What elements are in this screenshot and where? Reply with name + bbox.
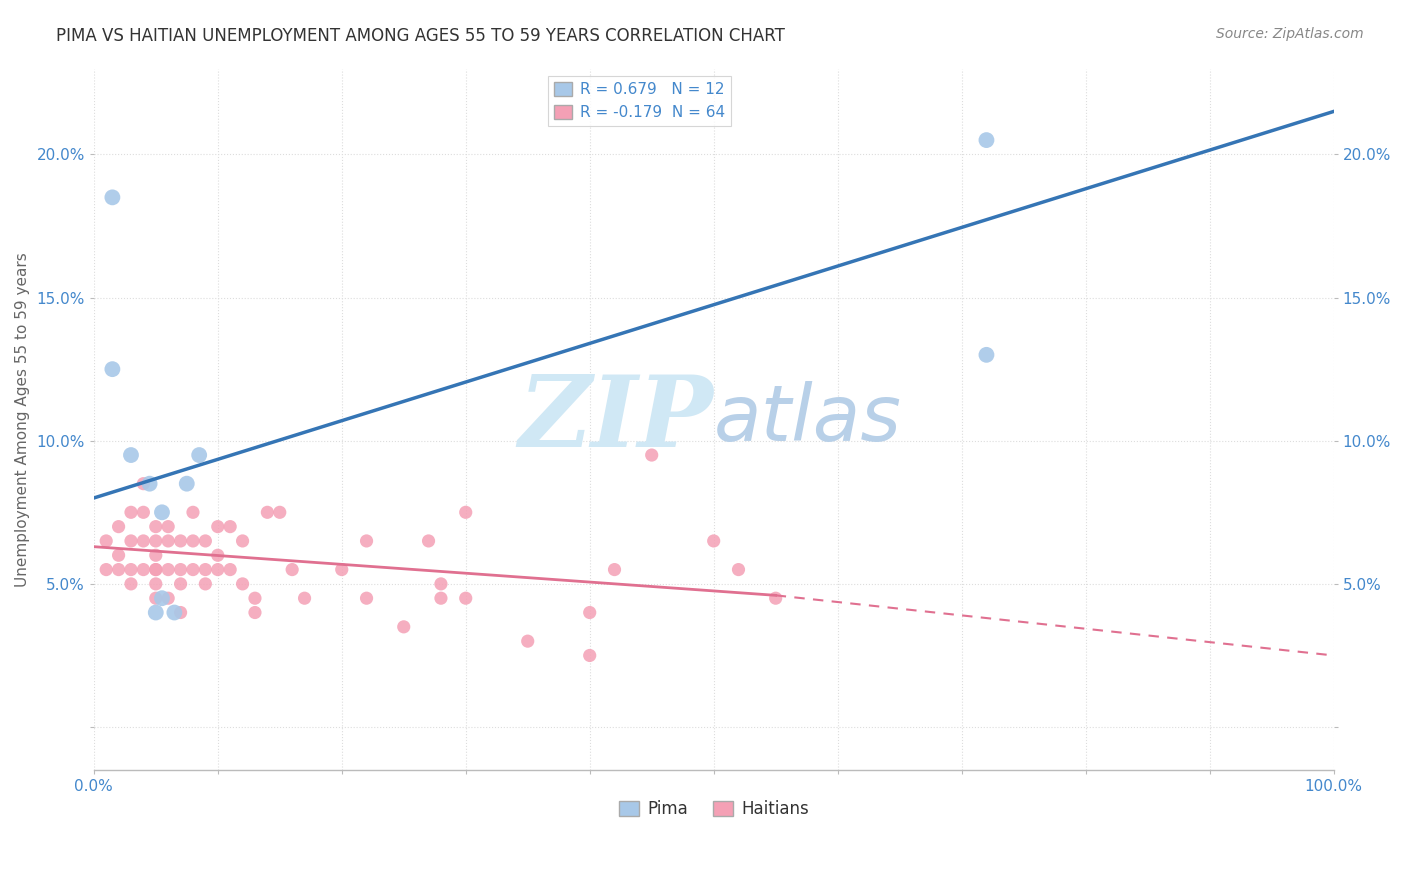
Point bbox=[169, 533, 191, 548]
Point bbox=[243, 591, 266, 606]
Point bbox=[219, 563, 242, 577]
Point bbox=[418, 533, 440, 548]
Point bbox=[169, 563, 191, 577]
Point bbox=[976, 348, 998, 362]
Point bbox=[430, 591, 453, 606]
Point bbox=[765, 591, 787, 606]
Point bbox=[207, 519, 229, 533]
Legend: Pima, Haitians: Pima, Haitians bbox=[612, 794, 815, 825]
Point bbox=[269, 505, 291, 519]
Point bbox=[976, 133, 998, 147]
Point bbox=[430, 577, 453, 591]
Point bbox=[727, 563, 749, 577]
Point bbox=[207, 563, 229, 577]
Point bbox=[96, 563, 118, 577]
Point bbox=[188, 448, 211, 462]
Point bbox=[578, 648, 600, 663]
Point bbox=[132, 476, 155, 491]
Point bbox=[392, 620, 415, 634]
Point bbox=[232, 533, 254, 548]
Point bbox=[330, 563, 353, 577]
Point bbox=[194, 563, 217, 577]
Point bbox=[181, 563, 204, 577]
Text: atlas: atlas bbox=[714, 381, 901, 458]
Point bbox=[181, 533, 204, 548]
Point bbox=[194, 533, 217, 548]
Point bbox=[157, 533, 180, 548]
Point bbox=[454, 591, 477, 606]
Point bbox=[219, 519, 242, 533]
Point bbox=[120, 577, 142, 591]
Point bbox=[132, 533, 155, 548]
Point bbox=[169, 606, 191, 620]
Point bbox=[163, 606, 186, 620]
Point bbox=[157, 563, 180, 577]
Point bbox=[107, 563, 129, 577]
Point bbox=[101, 362, 124, 376]
Point bbox=[256, 505, 278, 519]
Point bbox=[120, 448, 142, 462]
Point bbox=[132, 505, 155, 519]
Point bbox=[145, 548, 167, 562]
Point bbox=[145, 591, 167, 606]
Point bbox=[145, 577, 167, 591]
Y-axis label: Unemployment Among Ages 55 to 59 years: Unemployment Among Ages 55 to 59 years bbox=[15, 252, 30, 587]
Point bbox=[145, 563, 167, 577]
Point bbox=[454, 505, 477, 519]
Text: ZIP: ZIP bbox=[519, 371, 714, 467]
Point bbox=[516, 634, 538, 648]
Point bbox=[578, 606, 600, 620]
Point bbox=[145, 563, 167, 577]
Point bbox=[145, 519, 167, 533]
Point bbox=[150, 591, 173, 606]
Text: Source: ZipAtlas.com: Source: ZipAtlas.com bbox=[1216, 27, 1364, 41]
Point bbox=[181, 505, 204, 519]
Point bbox=[194, 577, 217, 591]
Point bbox=[132, 563, 155, 577]
Point bbox=[96, 533, 118, 548]
Point bbox=[207, 548, 229, 562]
Point bbox=[243, 606, 266, 620]
Point bbox=[641, 448, 664, 462]
Point bbox=[145, 533, 167, 548]
Point bbox=[157, 591, 180, 606]
Point bbox=[169, 577, 191, 591]
Point bbox=[294, 591, 316, 606]
Point bbox=[107, 548, 129, 562]
Point bbox=[107, 519, 129, 533]
Text: PIMA VS HAITIAN UNEMPLOYMENT AMONG AGES 55 TO 59 YEARS CORRELATION CHART: PIMA VS HAITIAN UNEMPLOYMENT AMONG AGES … bbox=[56, 27, 785, 45]
Point bbox=[603, 563, 626, 577]
Point bbox=[120, 505, 142, 519]
Point bbox=[356, 591, 378, 606]
Point bbox=[281, 563, 304, 577]
Point bbox=[176, 476, 198, 491]
Point bbox=[157, 519, 180, 533]
Point bbox=[138, 476, 160, 491]
Point bbox=[232, 577, 254, 591]
Point bbox=[703, 533, 725, 548]
Point bbox=[356, 533, 378, 548]
Point bbox=[101, 190, 124, 204]
Point bbox=[120, 533, 142, 548]
Point bbox=[150, 505, 173, 519]
Point bbox=[120, 563, 142, 577]
Point bbox=[145, 606, 167, 620]
